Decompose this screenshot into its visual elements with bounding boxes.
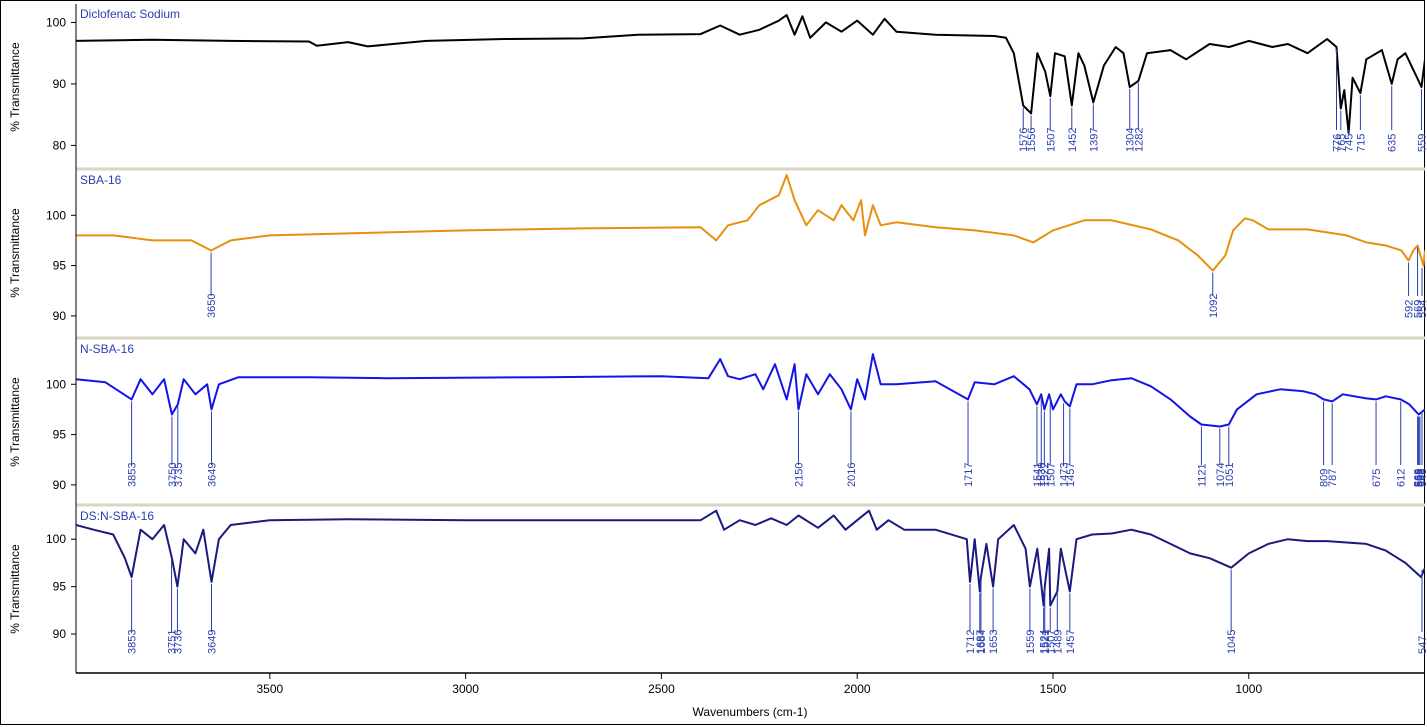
peak-label: 1304 bbox=[1125, 128, 1137, 152]
spectrum-line bbox=[76, 509, 1425, 607]
peak-label: 2150 bbox=[793, 463, 805, 487]
y-tick-label: 90 bbox=[53, 77, 67, 91]
peak-label: 566 bbox=[1414, 469, 1426, 487]
x-tick-label: 1000 bbox=[1235, 682, 1262, 696]
peak-label: 1507 bbox=[1045, 128, 1057, 152]
peak-label: 1507 bbox=[1045, 463, 1057, 487]
peak-label: 3650 bbox=[206, 294, 218, 318]
peak-label: 1530 bbox=[1036, 463, 1048, 487]
peak-label: 3853 bbox=[127, 463, 139, 487]
peak-label: 1524 bbox=[1039, 630, 1051, 654]
peak-label: 3735 bbox=[173, 463, 185, 487]
x-tick-label: 2000 bbox=[844, 682, 871, 696]
peak-label: 776 bbox=[1332, 134, 1344, 152]
y-tick-label: 95 bbox=[53, 428, 67, 442]
peak-label: 765 bbox=[1336, 134, 1348, 152]
peak-label: 635 bbox=[1387, 134, 1399, 152]
y-tick-label: 95 bbox=[53, 259, 67, 273]
peak-label: 2016 bbox=[846, 463, 858, 487]
peak-label: 569 bbox=[1413, 300, 1425, 318]
y-axis-label: % Transmittance bbox=[8, 377, 22, 467]
x-axis-label: Wavenumbers (cm-1) bbox=[693, 705, 808, 719]
panel-title: N-SBA-16 bbox=[80, 342, 134, 356]
spectrum-line bbox=[76, 174, 1425, 272]
peak-label: 1541 bbox=[1032, 463, 1044, 487]
peak-label: 3649 bbox=[206, 463, 218, 487]
peak-label: 546 bbox=[1417, 469, 1427, 487]
peak-label: 612 bbox=[1396, 469, 1408, 487]
y-tick-label: 95 bbox=[53, 580, 67, 594]
peak-label: 1092 bbox=[1208, 294, 1220, 318]
y-axis-label: % Transmittance bbox=[8, 208, 22, 298]
peak-label: 3853 bbox=[127, 630, 139, 654]
peak-label: 566 bbox=[1414, 469, 1426, 487]
peak-label: 1397 bbox=[1088, 128, 1100, 152]
peak-label: 1522 bbox=[1039, 463, 1051, 487]
y-tick-label: 100 bbox=[46, 15, 66, 29]
x-tick-label: 2500 bbox=[648, 682, 675, 696]
peak-label: 1045 bbox=[1226, 630, 1238, 654]
panel-title: Diclofenac Sodium bbox=[80, 7, 180, 21]
peak-label: 1717 bbox=[963, 463, 975, 487]
peak-label: 787 bbox=[1327, 469, 1339, 487]
y-axis-label: % Transmittance bbox=[8, 544, 22, 634]
peak-label: 715 bbox=[1355, 134, 1367, 152]
peak-label: 569 bbox=[1413, 469, 1425, 487]
peak-label: 1559 bbox=[1025, 630, 1037, 654]
peak-label: 1712 bbox=[965, 630, 977, 654]
x-tick-label: 1500 bbox=[1040, 682, 1067, 696]
x-tick-label: 3500 bbox=[256, 682, 283, 696]
peak-label: 547 bbox=[1417, 636, 1427, 654]
peak-label: 1556 bbox=[1026, 128, 1038, 152]
y-axis-label: % Transmittance bbox=[8, 42, 22, 132]
peak-label: 3736 bbox=[172, 630, 184, 654]
panel-title: SBA-16 bbox=[80, 173, 122, 187]
peak-label: 554 bbox=[1417, 300, 1427, 318]
peak-label: 1507 bbox=[1045, 630, 1057, 654]
peak-label: 3649 bbox=[206, 630, 218, 654]
spectrum-line bbox=[76, 14, 1425, 135]
peak-label: 745 bbox=[1344, 134, 1356, 152]
peak-label: 1457 bbox=[1065, 463, 1077, 487]
y-tick-label: 100 bbox=[46, 377, 66, 391]
peak-label: 1684 bbox=[976, 630, 988, 654]
peak-label: 1282 bbox=[1133, 128, 1145, 152]
spectrum-line bbox=[76, 353, 1425, 428]
y-tick-label: 90 bbox=[53, 478, 67, 492]
peak-label: 3751 bbox=[167, 630, 179, 654]
peak-label: 559 bbox=[1416, 134, 1427, 152]
peak-label: 1473 bbox=[1059, 463, 1071, 487]
peak-label: 1051 bbox=[1224, 463, 1236, 487]
y-tick-label: 90 bbox=[53, 627, 67, 641]
peak-label: 1452 bbox=[1067, 128, 1079, 152]
peak-label: 1576 bbox=[1018, 128, 1030, 152]
peak-label: 592 bbox=[1404, 300, 1416, 318]
x-tick-label: 3000 bbox=[452, 682, 479, 696]
peak-label: 1074 bbox=[1215, 463, 1227, 487]
peak-label: 1687 bbox=[975, 630, 987, 654]
peak-label: 1489 bbox=[1052, 630, 1064, 654]
y-tick-label: 100 bbox=[46, 208, 66, 222]
peak-label: 1521 bbox=[1040, 630, 1052, 654]
peak-label: 675 bbox=[1371, 469, 1383, 487]
peak-label: 3750 bbox=[167, 463, 179, 487]
y-tick-label: 80 bbox=[53, 138, 67, 152]
peak-label: 809 bbox=[1319, 469, 1331, 487]
peak-label: 1653 bbox=[988, 630, 1000, 654]
y-tick-label: 100 bbox=[46, 532, 66, 546]
peak-label: 563 bbox=[1415, 469, 1427, 487]
peak-label: 1121 bbox=[1196, 463, 1208, 487]
peak-label: 1457 bbox=[1065, 630, 1077, 654]
panel-title: DS:N-SBA-16 bbox=[80, 509, 154, 523]
y-tick-label: 90 bbox=[53, 309, 67, 323]
